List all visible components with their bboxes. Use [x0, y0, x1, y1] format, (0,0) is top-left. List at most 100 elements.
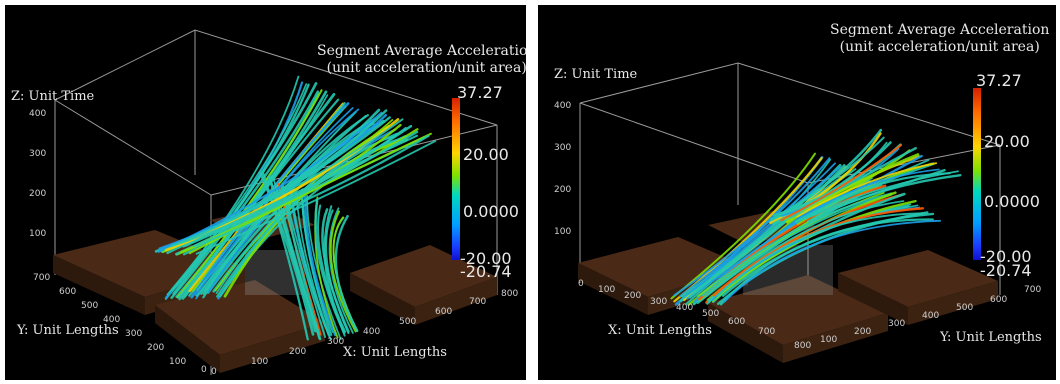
- x-tick: 700: [469, 297, 487, 307]
- y-tick: 300: [888, 319, 906, 329]
- colorbar-tick: 0.0000: [463, 202, 519, 221]
- trajectory-path: [719, 218, 934, 306]
- trajectory-path: [323, 205, 347, 333]
- x-tick: 0: [211, 367, 217, 377]
- y-tick: 500: [956, 303, 974, 313]
- trajectory-path: [805, 172, 951, 220]
- trajectory-path: [780, 143, 902, 222]
- trajectory-path: [259, 171, 315, 336]
- x-tick: 300: [650, 297, 668, 307]
- x-tick: 400: [676, 303, 694, 313]
- trajectory-bundle: [670, 128, 962, 306]
- x-tick: 600: [435, 307, 453, 317]
- trajectory-path: [288, 183, 331, 337]
- colorbar-title-line1: Segment Average Acceleration: [830, 22, 1050, 38]
- trajectory-path: [679, 162, 836, 298]
- z-tick: 100: [29, 229, 47, 239]
- trajectory-path: [673, 157, 831, 297]
- trajectory-path: [192, 134, 430, 248]
- y-tick: 200: [854, 327, 872, 337]
- y-tick: 500: [81, 301, 99, 311]
- colorbar-title-line2: (unit acceleration/unit area): [839, 39, 1040, 55]
- y-axis-label: Y: Unit Lengths: [940, 330, 1042, 345]
- y-tick: 0: [201, 365, 207, 375]
- trajectory-path: [303, 195, 337, 337]
- trajectory-path: [796, 162, 938, 218]
- x-tick: 200: [624, 291, 642, 301]
- y-tick: 400: [103, 315, 121, 325]
- x-tick: 300: [327, 337, 345, 347]
- trajectory-path: [679, 166, 841, 302]
- visualization-panel-left: Z: Unit Time Y: Unit Lengths X: Unit Len…: [5, 5, 526, 380]
- x-tick: 100: [251, 357, 269, 367]
- trajectory-path: [170, 118, 404, 248]
- y-tick: 100: [820, 335, 838, 345]
- colorbar-tick: 0.0000: [984, 192, 1040, 211]
- trajectory-path: [329, 210, 357, 333]
- y-tick: 700: [1024, 285, 1042, 295]
- z-tick: 400: [554, 101, 572, 111]
- colorbar-tick: -20.00: [980, 247, 1032, 266]
- colorbar-tick: 20.00: [984, 132, 1030, 151]
- y-tick: 300: [125, 329, 143, 339]
- x-tick: 0: [578, 279, 584, 289]
- z-tick: 300: [554, 143, 572, 153]
- trajectory-path: [176, 89, 323, 299]
- y-tick: 100: [169, 357, 187, 367]
- trajectory-path: [723, 219, 942, 304]
- x-tick: 800: [501, 289, 519, 299]
- trajectory-path: [798, 168, 940, 219]
- trajectory-path: [170, 90, 320, 300]
- x-tick: 500: [702, 309, 720, 319]
- y-tick: 600: [990, 295, 1008, 305]
- z-tick: 100: [554, 227, 572, 237]
- trajectory-path: [306, 194, 342, 341]
- scene-3d-left: [53, 29, 498, 375]
- colorbar-title-line1: Segment Average Acceleration: [317, 43, 526, 59]
- colorbar: [973, 88, 981, 260]
- trajectory-path: [712, 207, 925, 297]
- colorbar-tick: -20.00: [460, 249, 512, 268]
- colorbar-title-line2: (unit acceleration/unit area): [326, 60, 526, 76]
- x-tick: 600: [728, 317, 746, 327]
- colorbar-tick: 20.00: [463, 145, 509, 164]
- y-tick: 600: [59, 287, 77, 297]
- trajectory-path: [325, 209, 350, 335]
- scene-3d-right: [578, 62, 1001, 363]
- z-tick: 200: [29, 189, 47, 199]
- colorbar-min: -20.74: [460, 262, 512, 281]
- trajectory-path: [701, 192, 893, 297]
- bounding-box: [579, 62, 1001, 355]
- colorbar-max: 37.27: [457, 83, 503, 102]
- trajectory-path: [166, 83, 308, 296]
- trajectory-path: [808, 173, 962, 223]
- trajectory-bundle: [154, 75, 437, 341]
- x-tick: 100: [598, 285, 616, 295]
- z-axis-label: Z: Unit Time: [11, 89, 95, 104]
- colorbar-min: -20.74: [980, 261, 1032, 280]
- colorbar: [452, 98, 460, 260]
- x-tick: 200: [289, 347, 307, 357]
- x-tick: 400: [363, 327, 381, 337]
- x-tick: 800: [794, 341, 812, 351]
- colorbar-max: 37.27: [976, 71, 1022, 90]
- trajectory-path: [328, 207, 354, 334]
- colorbar-title: Segment Average Acceleration (unit accel…: [317, 43, 526, 77]
- trajectory-path: [317, 204, 346, 337]
- y-tick: 200: [147, 343, 165, 353]
- x-tick: 700: [758, 327, 776, 337]
- x-tick: 500: [399, 317, 417, 327]
- colorbar-title: Segment Average Acceleration (unit accel…: [830, 22, 1049, 56]
- z-tick: 200: [554, 185, 572, 195]
- x-axis-label: X: Unit Lengths: [608, 323, 712, 338]
- trajectory-path: [195, 140, 437, 255]
- trajectory-path: [717, 212, 924, 297]
- trajectory-path: [172, 82, 318, 296]
- z-axis-label: Z: Unit Time: [554, 67, 638, 82]
- y-axis-label: Y: Unit Lengths: [17, 323, 119, 338]
- visualization-panel-right: Z: Unit Time X: Unit Lengths Y: Unit Len…: [538, 5, 1056, 380]
- x-axis-label: X: Unit Lengths: [343, 345, 447, 360]
- trajectory-path: [803, 170, 959, 220]
- z-tick: 300: [29, 149, 47, 159]
- trajectory-path: [334, 214, 359, 332]
